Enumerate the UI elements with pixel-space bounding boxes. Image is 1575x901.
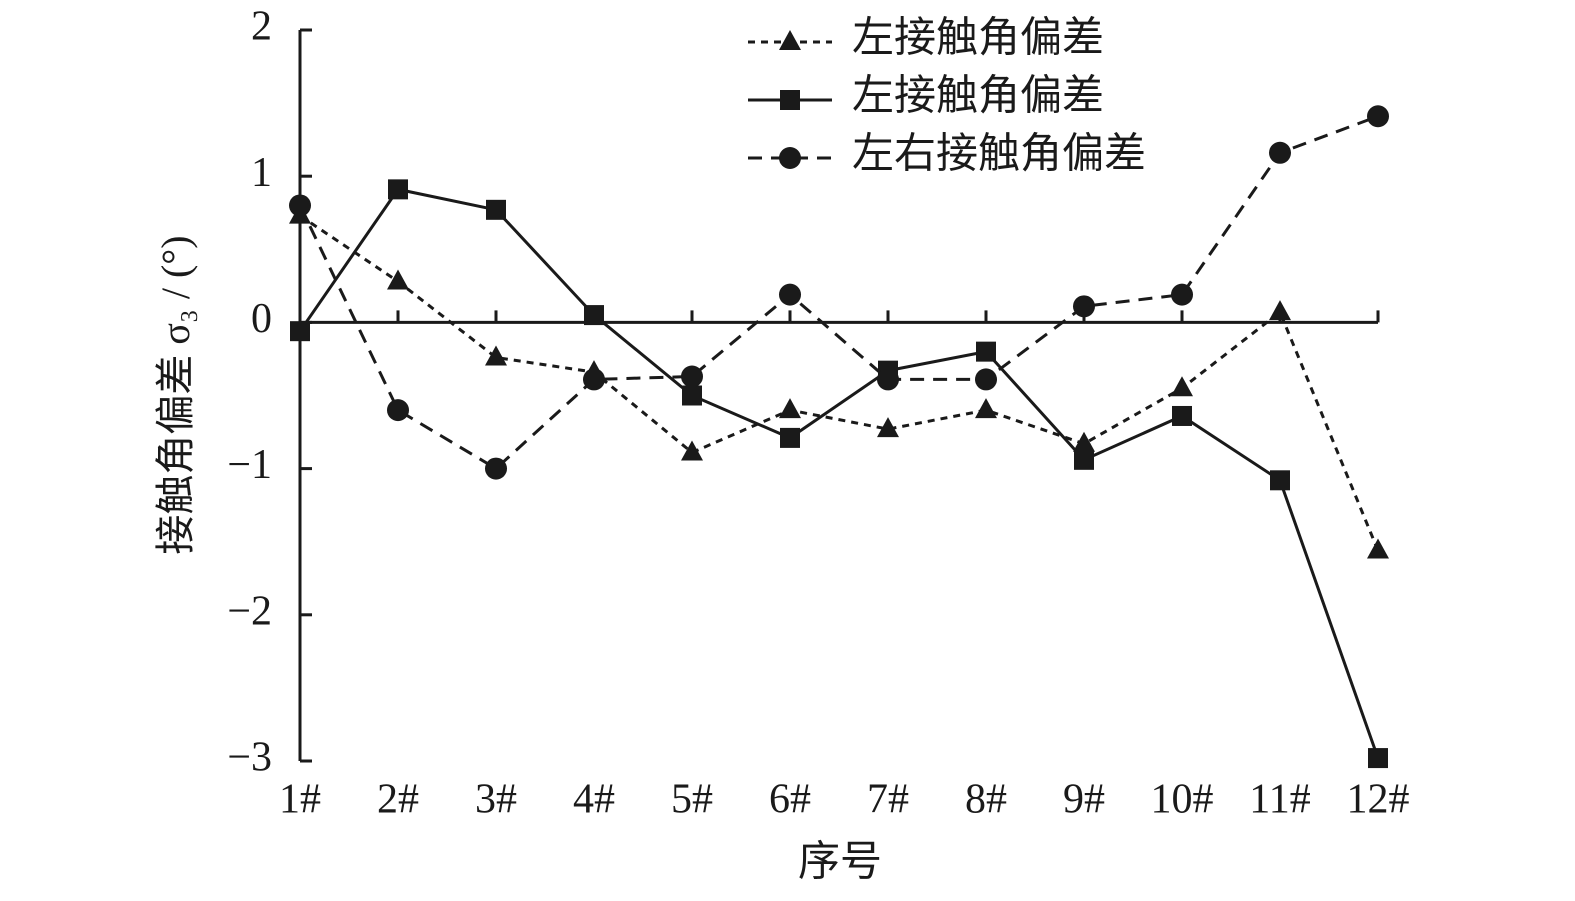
point bbox=[780, 427, 800, 448]
point bbox=[1269, 300, 1291, 321]
point bbox=[1368, 748, 1388, 769]
point bbox=[388, 179, 408, 200]
point bbox=[877, 368, 899, 391]
legend-label: 左接触角偏差 bbox=[852, 16, 1104, 62]
point bbox=[290, 321, 310, 342]
point bbox=[1172, 405, 1192, 426]
legend-label: 左右接触角偏差 bbox=[852, 132, 1146, 178]
point bbox=[975, 398, 997, 419]
point bbox=[485, 457, 507, 480]
point bbox=[681, 440, 703, 461]
y-tick-label: 2 bbox=[251, 4, 272, 50]
y-tick-label: −2 bbox=[227, 588, 272, 634]
x-axis-title: 序号 bbox=[798, 840, 882, 886]
x-tick-label: 6# bbox=[769, 777, 811, 823]
x-tick-label: 10# bbox=[1151, 777, 1214, 823]
point bbox=[975, 368, 997, 391]
point bbox=[779, 30, 801, 50]
point bbox=[1073, 295, 1095, 318]
y-tick-label: 0 bbox=[251, 296, 272, 342]
point bbox=[779, 283, 801, 306]
x-tick-label: 4# bbox=[573, 777, 615, 823]
point bbox=[779, 398, 801, 419]
x-tick-label: 9# bbox=[1063, 777, 1105, 823]
point bbox=[583, 368, 605, 391]
point bbox=[486, 199, 506, 220]
x-tick-label: 7# bbox=[867, 777, 909, 823]
point bbox=[1367, 538, 1389, 559]
point bbox=[1171, 376, 1193, 397]
point bbox=[779, 147, 801, 169]
series-line bbox=[299, 214, 1380, 552]
point bbox=[387, 269, 409, 290]
point bbox=[1269, 141, 1291, 164]
point bbox=[485, 345, 507, 366]
point bbox=[1073, 431, 1095, 452]
x-tick-label: 1# bbox=[279, 777, 321, 823]
x-tick-label: 5# bbox=[671, 777, 713, 823]
x-tick-label: 11# bbox=[1249, 777, 1310, 823]
point bbox=[976, 341, 996, 362]
point bbox=[877, 417, 899, 438]
point bbox=[1367, 105, 1389, 128]
point bbox=[681, 365, 703, 388]
series-line bbox=[298, 187, 1380, 759]
point bbox=[1171, 283, 1193, 306]
point bbox=[584, 305, 604, 326]
y-tick-label: −1 bbox=[227, 442, 272, 488]
point bbox=[780, 90, 800, 110]
series-line bbox=[298, 114, 1379, 471]
x-tick-label: 2# bbox=[377, 777, 419, 823]
x-tick-label: 8# bbox=[965, 777, 1007, 823]
y-tick-label: −3 bbox=[227, 735, 272, 781]
x-tick-label: 12# bbox=[1347, 777, 1410, 823]
legend-label: 左接触角偏差 bbox=[852, 74, 1104, 120]
y-axis-title: 接触角偏差 σ₃ / (°) bbox=[153, 235, 198, 554]
y-tick-label: 1 bbox=[251, 150, 272, 196]
point bbox=[682, 385, 702, 406]
point bbox=[1074, 449, 1094, 470]
point bbox=[387, 399, 409, 422]
point bbox=[1270, 470, 1290, 491]
x-tick-label: 3# bbox=[475, 777, 517, 823]
point bbox=[289, 194, 311, 217]
